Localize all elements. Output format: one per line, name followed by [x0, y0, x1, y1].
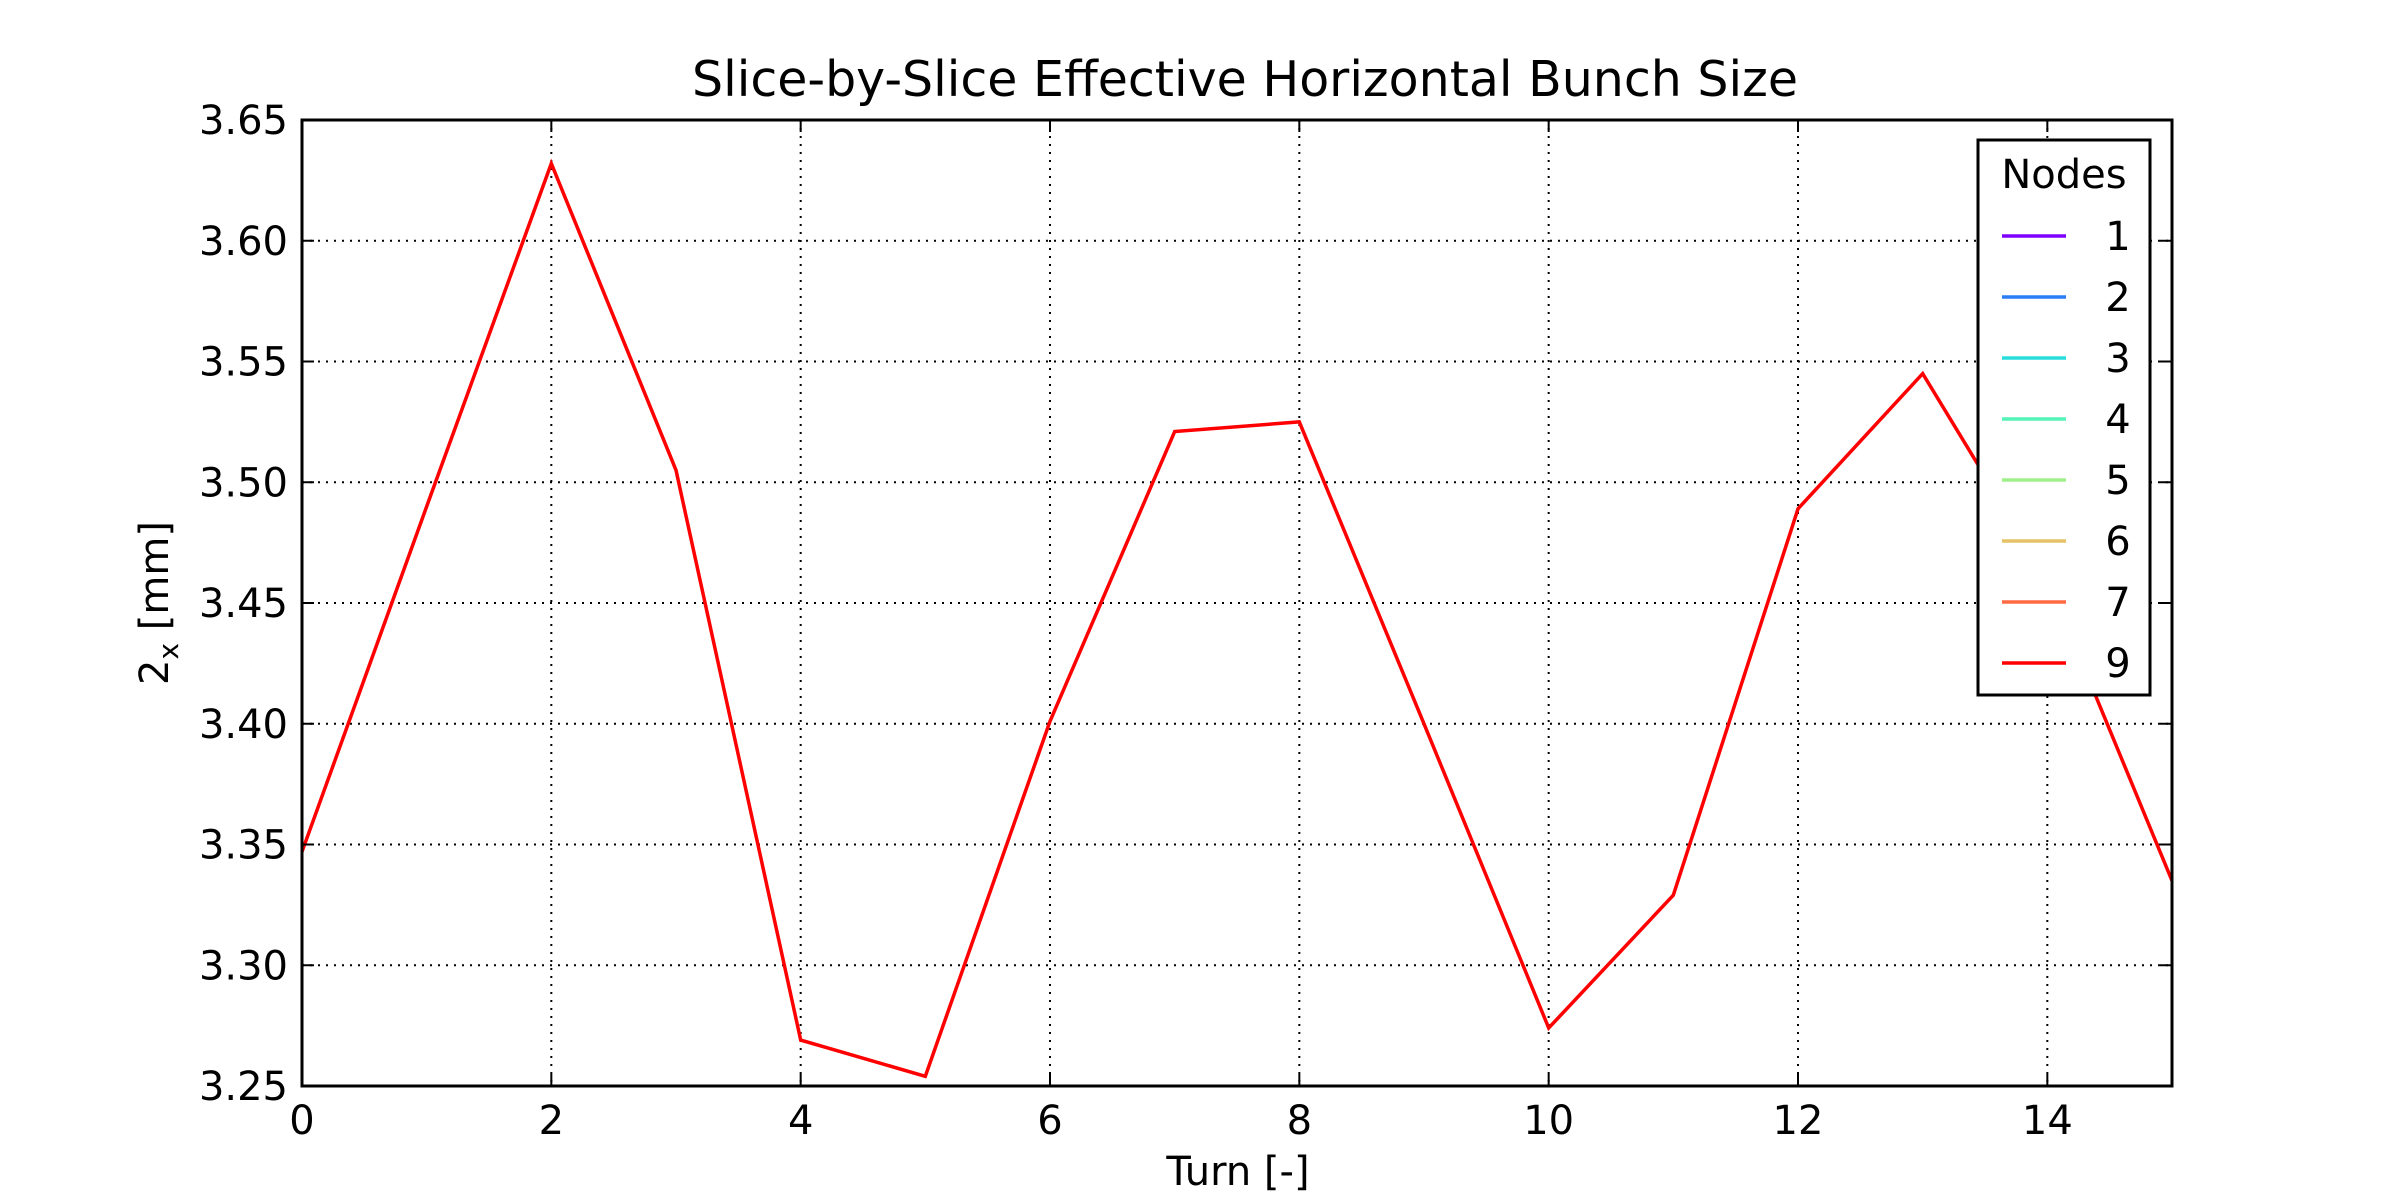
legend-label: 1: [2105, 214, 2130, 260]
data-point: [1049, 720, 1051, 722]
y-tick-label: 3.40: [199, 702, 288, 748]
data-point: [675, 469, 677, 471]
legend-label: 7: [2105, 580, 2130, 626]
y-tick-label: 3.30: [199, 943, 288, 989]
legend-label: 4: [2105, 397, 2130, 443]
data-point: [550, 163, 552, 164]
chart-title: Slice-by-Slice Effective Horizontal Bunc…: [692, 51, 1798, 108]
data-point: [1423, 723, 1425, 725]
y-tick-label: 3.25: [199, 1064, 288, 1110]
axis-ticks: [301, 119, 2172, 1087]
legend-label: 3: [2105, 336, 2130, 382]
data-point: [800, 1039, 802, 1041]
legend-title: Nodes: [2001, 152, 2126, 198]
y-tick-label: 3.60: [199, 219, 288, 265]
legend-label: 6: [2105, 519, 2130, 565]
legend-label: 2: [2105, 275, 2130, 321]
y-axis-label-main: 2: [132, 659, 178, 684]
data-point: [426, 505, 428, 507]
x-tick-label: 4: [788, 1098, 813, 1144]
x-tick-label: 6: [1037, 1098, 1062, 1144]
y-tick-label: 3.50: [199, 460, 288, 506]
x-axis-label: Turn [-]: [1165, 1149, 1309, 1195]
y-tick-label: 3.35: [199, 823, 288, 869]
legend-label: 9: [2105, 641, 2130, 687]
data-point: [1298, 421, 1300, 423]
legend-label: 5: [2105, 458, 2130, 504]
series-line-9: [300, 158, 2174, 1079]
data-point: [1548, 1027, 1550, 1029]
x-tick-label: 2: [539, 1098, 564, 1144]
y-axis-label-subscript: x: [152, 643, 185, 660]
x-tick-label: 8: [1287, 1098, 1312, 1144]
data-point: [924, 1075, 926, 1077]
x-tick-label: 12: [1773, 1098, 1824, 1144]
y-tick-label: 3.55: [199, 340, 288, 386]
data-point: [1174, 431, 1176, 432]
x-tick-labels: 0 2 4 6 8 10 12 14: [289, 1098, 2073, 1144]
legend: Nodes 1 2 3 4 5 6 7 9: [1976, 138, 2152, 697]
x-tick-label: 0: [289, 1098, 314, 1144]
y-tick-labels: 3.25 3.30 3.35 3.40 3.45 3.50 3.55 3.60 3.65: [199, 98, 288, 1110]
y-axis-label: 2x [mm]: [132, 521, 185, 685]
legend-entries: 1 2 3 4 5 6 7 9: [2002, 214, 2131, 687]
data-point: [1672, 894, 1674, 896]
y-axis-label-group: 2x [mm]: [132, 521, 185, 685]
y-axis-label-unit: [mm]: [132, 521, 178, 643]
x-tick-label: 10: [1523, 1098, 1574, 1144]
x-tick-label: 14: [2022, 1098, 2073, 1144]
series-layer: [300, 158, 2174, 1079]
y-tick-label: 3.45: [199, 581, 288, 627]
data-point: [1922, 373, 1924, 375]
y-tick-label: 3.65: [199, 98, 288, 144]
data-point: [1797, 508, 1799, 510]
